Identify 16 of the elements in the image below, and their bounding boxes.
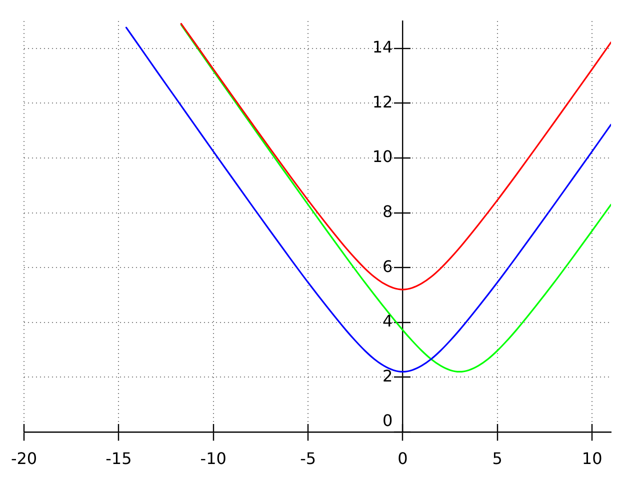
y-tick-label: 2 — [382, 366, 393, 386]
y-tick-label: 0 — [382, 411, 393, 430]
y-tick-label: 6 — [382, 256, 393, 276]
y-tick-label: 12 — [372, 92, 393, 112]
y-tick-label: 8 — [382, 202, 393, 221]
y-tick-label: 4 — [382, 312, 393, 331]
x-tick-label: 0 — [398, 448, 408, 468]
x-tick-label: -10 — [200, 448, 226, 468]
x-tick-label: 5 — [492, 448, 502, 468]
x-tick-label: 10 — [582, 448, 602, 468]
x-tick-label: -5 — [300, 448, 316, 468]
y-tick-label: 10 — [372, 147, 393, 166]
y-tick-label: 14 — [372, 38, 393, 57]
x-tick-label: -15 — [106, 448, 132, 468]
line-series — [180, 22, 611, 290]
x-tick-label: -20 — [10, 448, 38, 468]
